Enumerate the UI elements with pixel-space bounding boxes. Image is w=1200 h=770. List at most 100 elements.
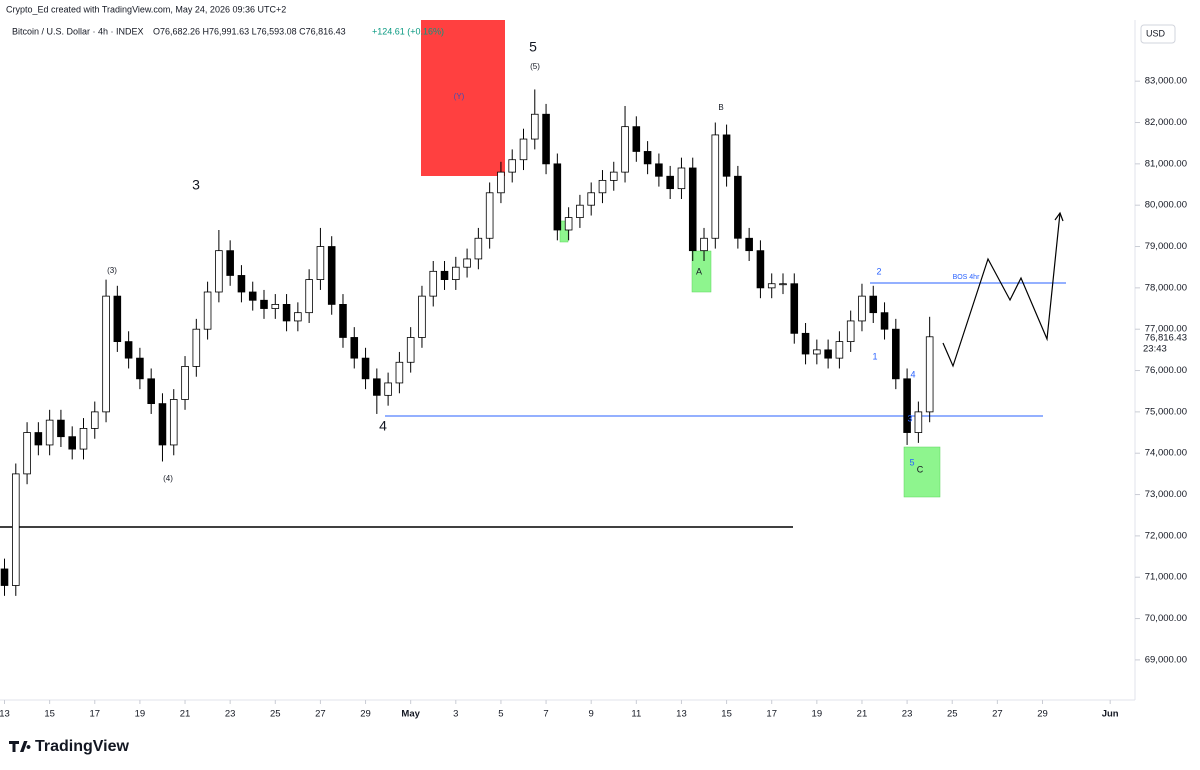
currency-button[interactable] — [1140, 24, 1176, 44]
x-tick-label: 13 — [0, 709, 10, 720]
candle-body — [734, 175, 742, 239]
candle-body — [711, 134, 720, 239]
x-tick-label: 17 — [89, 709, 100, 720]
x-tick-label: 11 — [631, 709, 641, 720]
candle-body — [361, 357, 370, 380]
candle-body — [113, 295, 122, 343]
candle-body — [677, 167, 686, 190]
candle-body — [801, 332, 810, 355]
candle-body — [835, 341, 844, 359]
candle-body — [576, 204, 584, 218]
y-tick-label: 72,000.00 — [1145, 530, 1187, 541]
candle-body — [215, 250, 223, 293]
candle-body — [564, 217, 573, 231]
y-tick-label: 71,000.00 — [1145, 572, 1187, 583]
y-tick-label: 75,000.00 — [1145, 406, 1187, 417]
zones — [0, 20, 1066, 528]
wave-label: 4 — [910, 369, 915, 379]
candle-body — [756, 250, 765, 289]
candle-body — [666, 175, 674, 190]
x-tick-label: 29 — [360, 709, 371, 720]
y-tick-label: 70,000.00 — [1145, 613, 1187, 624]
x-tick-label: 25 — [947, 709, 958, 720]
x-tick-label: 15 — [721, 709, 732, 720]
x-tick-label: 3 — [453, 709, 458, 720]
wave-label: (Y) — [454, 92, 465, 101]
logo-mark — [9, 741, 31, 752]
candle-body — [497, 171, 505, 194]
candle-body — [779, 283, 787, 286]
x-tick-label: 23 — [902, 709, 913, 720]
x-tick-label: 27 — [992, 709, 1003, 720]
x-tick-label: 7 — [543, 709, 548, 720]
candle-body — [34, 432, 43, 446]
x-tick-label: Jun — [1102, 709, 1119, 720]
currency[interactable]: USD — [1146, 28, 1166, 38]
credit: Crypto_Ed created with TradingView.com, … — [6, 4, 286, 14]
x-tick-label: 19 — [135, 709, 146, 720]
candle-body — [0, 568, 9, 586]
candle-body — [237, 275, 246, 293]
candle-body — [45, 419, 54, 446]
wave-label: B — [718, 103, 723, 112]
candle-body — [90, 411, 99, 429]
last-price: 76,816.43 — [1145, 333, 1187, 344]
candle-body — [102, 295, 110, 413]
wave-label: (3) — [107, 266, 117, 275]
candle-body — [147, 378, 155, 405]
candle-body — [136, 357, 144, 380]
candle-body — [339, 304, 347, 338]
x-tick-label: 5 — [498, 709, 503, 720]
candle-body — [203, 291, 212, 330]
candle-body — [294, 312, 302, 322]
candle-body — [767, 283, 776, 289]
candle-body — [688, 167, 697, 252]
y-tick-label: 81,000.00 — [1145, 158, 1187, 169]
candle-body — [745, 237, 753, 252]
x-tick-label: 19 — [812, 709, 823, 720]
y-tick-label: 69,000.00 — [1145, 654, 1187, 665]
candle-body — [474, 237, 483, 260]
y-tick-label: 82,000.00 — [1145, 117, 1187, 128]
y-tick-label: 79,000.00 — [1145, 241, 1187, 252]
candle-body — [271, 304, 280, 309]
candle-body — [440, 270, 449, 280]
y-tick-label: 83,000.00 — [1145, 76, 1187, 87]
wave-label: 4 — [379, 418, 387, 434]
candle-body — [485, 192, 494, 239]
x-tick-label: 27 — [315, 709, 326, 720]
candle-body — [813, 349, 821, 355]
wave-label: A — [696, 266, 702, 276]
candle-body — [181, 366, 189, 400]
wave-label: 2 — [876, 266, 881, 276]
candle-body — [406, 337, 415, 363]
candle-body — [350, 337, 359, 359]
wave-label: 5 — [909, 457, 914, 467]
brand-logo: TradingView — [9, 738, 130, 755]
candle-body — [553, 163, 562, 231]
wave-label: (5) — [530, 62, 540, 71]
wave-label: 5 — [529, 39, 537, 55]
candle-body — [632, 126, 641, 152]
y-tick-label: 76,000.00 — [1145, 365, 1187, 376]
candle-body — [316, 246, 325, 280]
candle-body — [248, 291, 257, 301]
candle-body — [722, 134, 731, 177]
candle-body — [790, 283, 799, 334]
candle-body — [463, 258, 471, 268]
candle-body — [429, 270, 438, 297]
wave-label: (4) — [163, 474, 173, 483]
x-tick-label: 21 — [180, 709, 191, 720]
candle-body — [700, 237, 708, 252]
candle-body — [903, 378, 911, 433]
candle-body — [418, 295, 426, 338]
candle-body — [23, 432, 31, 475]
candle-body — [587, 192, 595, 206]
candle-body — [373, 378, 381, 396]
wave-label: 3 — [192, 177, 200, 193]
x-tick-label: 29 — [1037, 709, 1048, 720]
candles — [0, 89, 934, 596]
candle-body — [169, 399, 178, 446]
projection-path — [942, 212, 1061, 368]
